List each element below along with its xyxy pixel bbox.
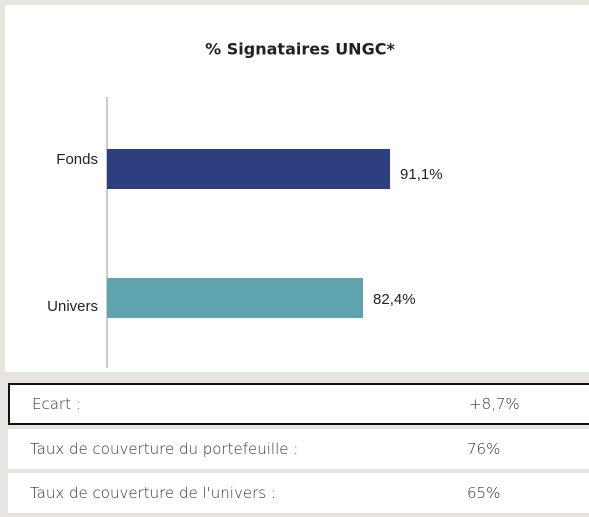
row-value: +8,7% [469,395,520,413]
chart-title: % Signataires UNGC* [205,40,395,59]
value-label: 91,1% [400,166,443,183]
category-label: Fonds [56,151,98,168]
bar [107,149,391,189]
table-row: Ecart : +8,7% [8,383,589,425]
category-label: Univers [47,298,98,315]
row-value: 65% [467,484,501,502]
row-label: Ecart : [32,395,81,413]
table-row: Taux de couverture de l'univers : 65% [8,473,589,517]
row-label: Taux de couverture du portefeuille : [30,440,299,458]
chart: % Signataires UNGC* Fonds 91,1% Univers 82,… [47,40,443,368]
bar [107,278,364,318]
row-label: Taux de couverture de l'univers : [30,484,276,502]
table-row: Taux de couverture du portefeuille : 76% [8,429,589,473]
chart-panel: % Signataires UNGC* Fonds 91,1% Univers 82,… [5,5,589,372]
row-value: 76% [467,440,501,458]
summary-table: Ecart : +8,7% Taux de couverture du portef… [8,383,589,517]
value-label: 82,4% [373,291,416,308]
